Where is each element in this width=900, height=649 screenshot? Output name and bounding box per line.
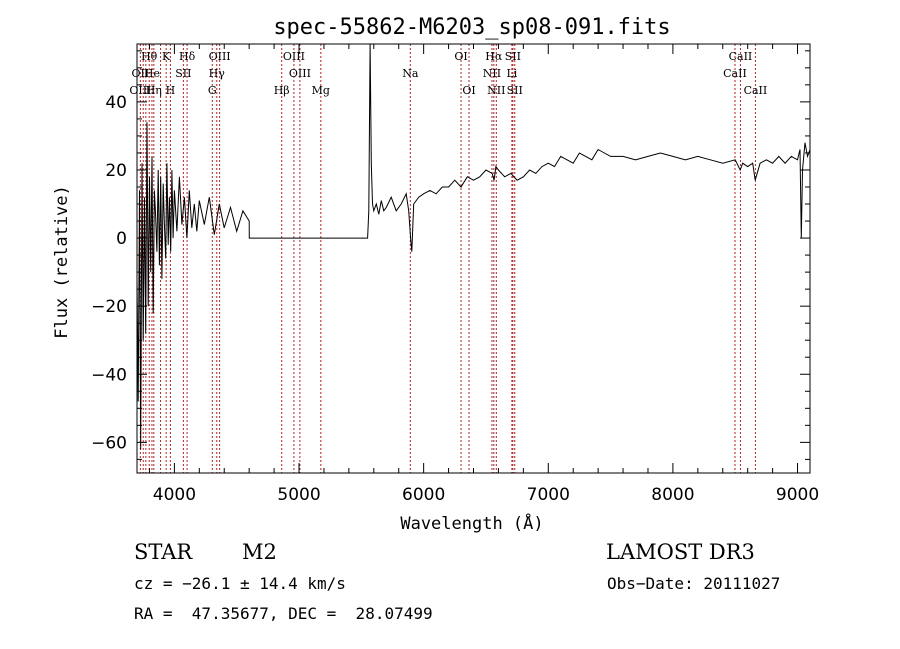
line-label: K — [162, 50, 171, 63]
y-axis-ticks: −60 −40 −20 0 20 40 — [91, 50, 810, 460]
spectrum-trace — [136, 43, 811, 450]
y-tick-label: −60 — [91, 433, 127, 453]
observation-date: Obs−Date: 20111027 — [607, 574, 781, 593]
line-label: Hη — [146, 84, 162, 97]
line-label: SII — [505, 50, 521, 63]
x-tick-label: 8000 — [651, 485, 694, 505]
line-label: CaII — [729, 50, 753, 63]
x-tick-label: 5000 — [277, 485, 320, 505]
line-label: CaII — [744, 84, 768, 97]
line-label: SII — [175, 67, 191, 80]
line-label: He — [144, 67, 160, 80]
ra-dec: RA = 47.35677, DEC = 28.07499 — [134, 604, 433, 623]
line-label: OIII — [209, 50, 231, 63]
line-label: Na — [402, 67, 419, 80]
line-label: OIII — [283, 50, 305, 63]
line-label: NII — [487, 84, 505, 97]
y-tick-label: 40 — [105, 93, 127, 113]
y-tick-label: −20 — [91, 297, 127, 317]
line-label: Hα — [485, 50, 503, 63]
emission-line-markers — [139, 44, 756, 473]
line-label: G — [208, 84, 217, 97]
line-label: OI — [462, 84, 475, 97]
redshift-cz: cz = −26.1 ± 14.4 km/s — [134, 574, 346, 593]
x-axis-ticks: 4000 5000 6000 7000 8000 9000 — [148, 44, 819, 505]
line-label: Li — [506, 67, 517, 80]
line-label: CaII — [723, 67, 747, 80]
x-tick-label: 9000 — [776, 485, 819, 505]
line-label: H — [166, 84, 176, 97]
line-label: NII — [483, 67, 501, 80]
line-label: OII — [132, 67, 150, 80]
line-label: Mg — [312, 84, 330, 97]
x-tick-label: 4000 — [153, 485, 196, 505]
line-label: Hδ — [179, 50, 196, 63]
line-label: OI — [454, 50, 467, 63]
object-class: STAR — [134, 540, 193, 564]
y-axis-label: Flux (relative) — [52, 185, 72, 339]
object-subclass: M2 — [242, 540, 277, 564]
survey-name: LAMOST DR3 — [606, 540, 755, 564]
x-axis-label: Wavelength (Å) — [400, 512, 543, 534]
line-label: Hθ — [141, 50, 158, 63]
line-label: Hγ — [209, 67, 226, 80]
chart-title: spec-55862-M6203_sp08-091.fits — [273, 15, 670, 40]
y-tick-label: −40 — [91, 365, 127, 385]
plot-frame — [136, 43, 811, 474]
y-tick-label: 0 — [116, 229, 127, 249]
line-label: SII — [507, 84, 523, 97]
line-label: OIII — [289, 67, 311, 80]
y-tick-label: 20 — [105, 161, 127, 181]
line-label: Hβ — [274, 84, 290, 97]
x-tick-label: 6000 — [402, 485, 445, 505]
x-tick-label: 7000 — [527, 485, 570, 505]
line-label: OIII — [129, 84, 151, 97]
